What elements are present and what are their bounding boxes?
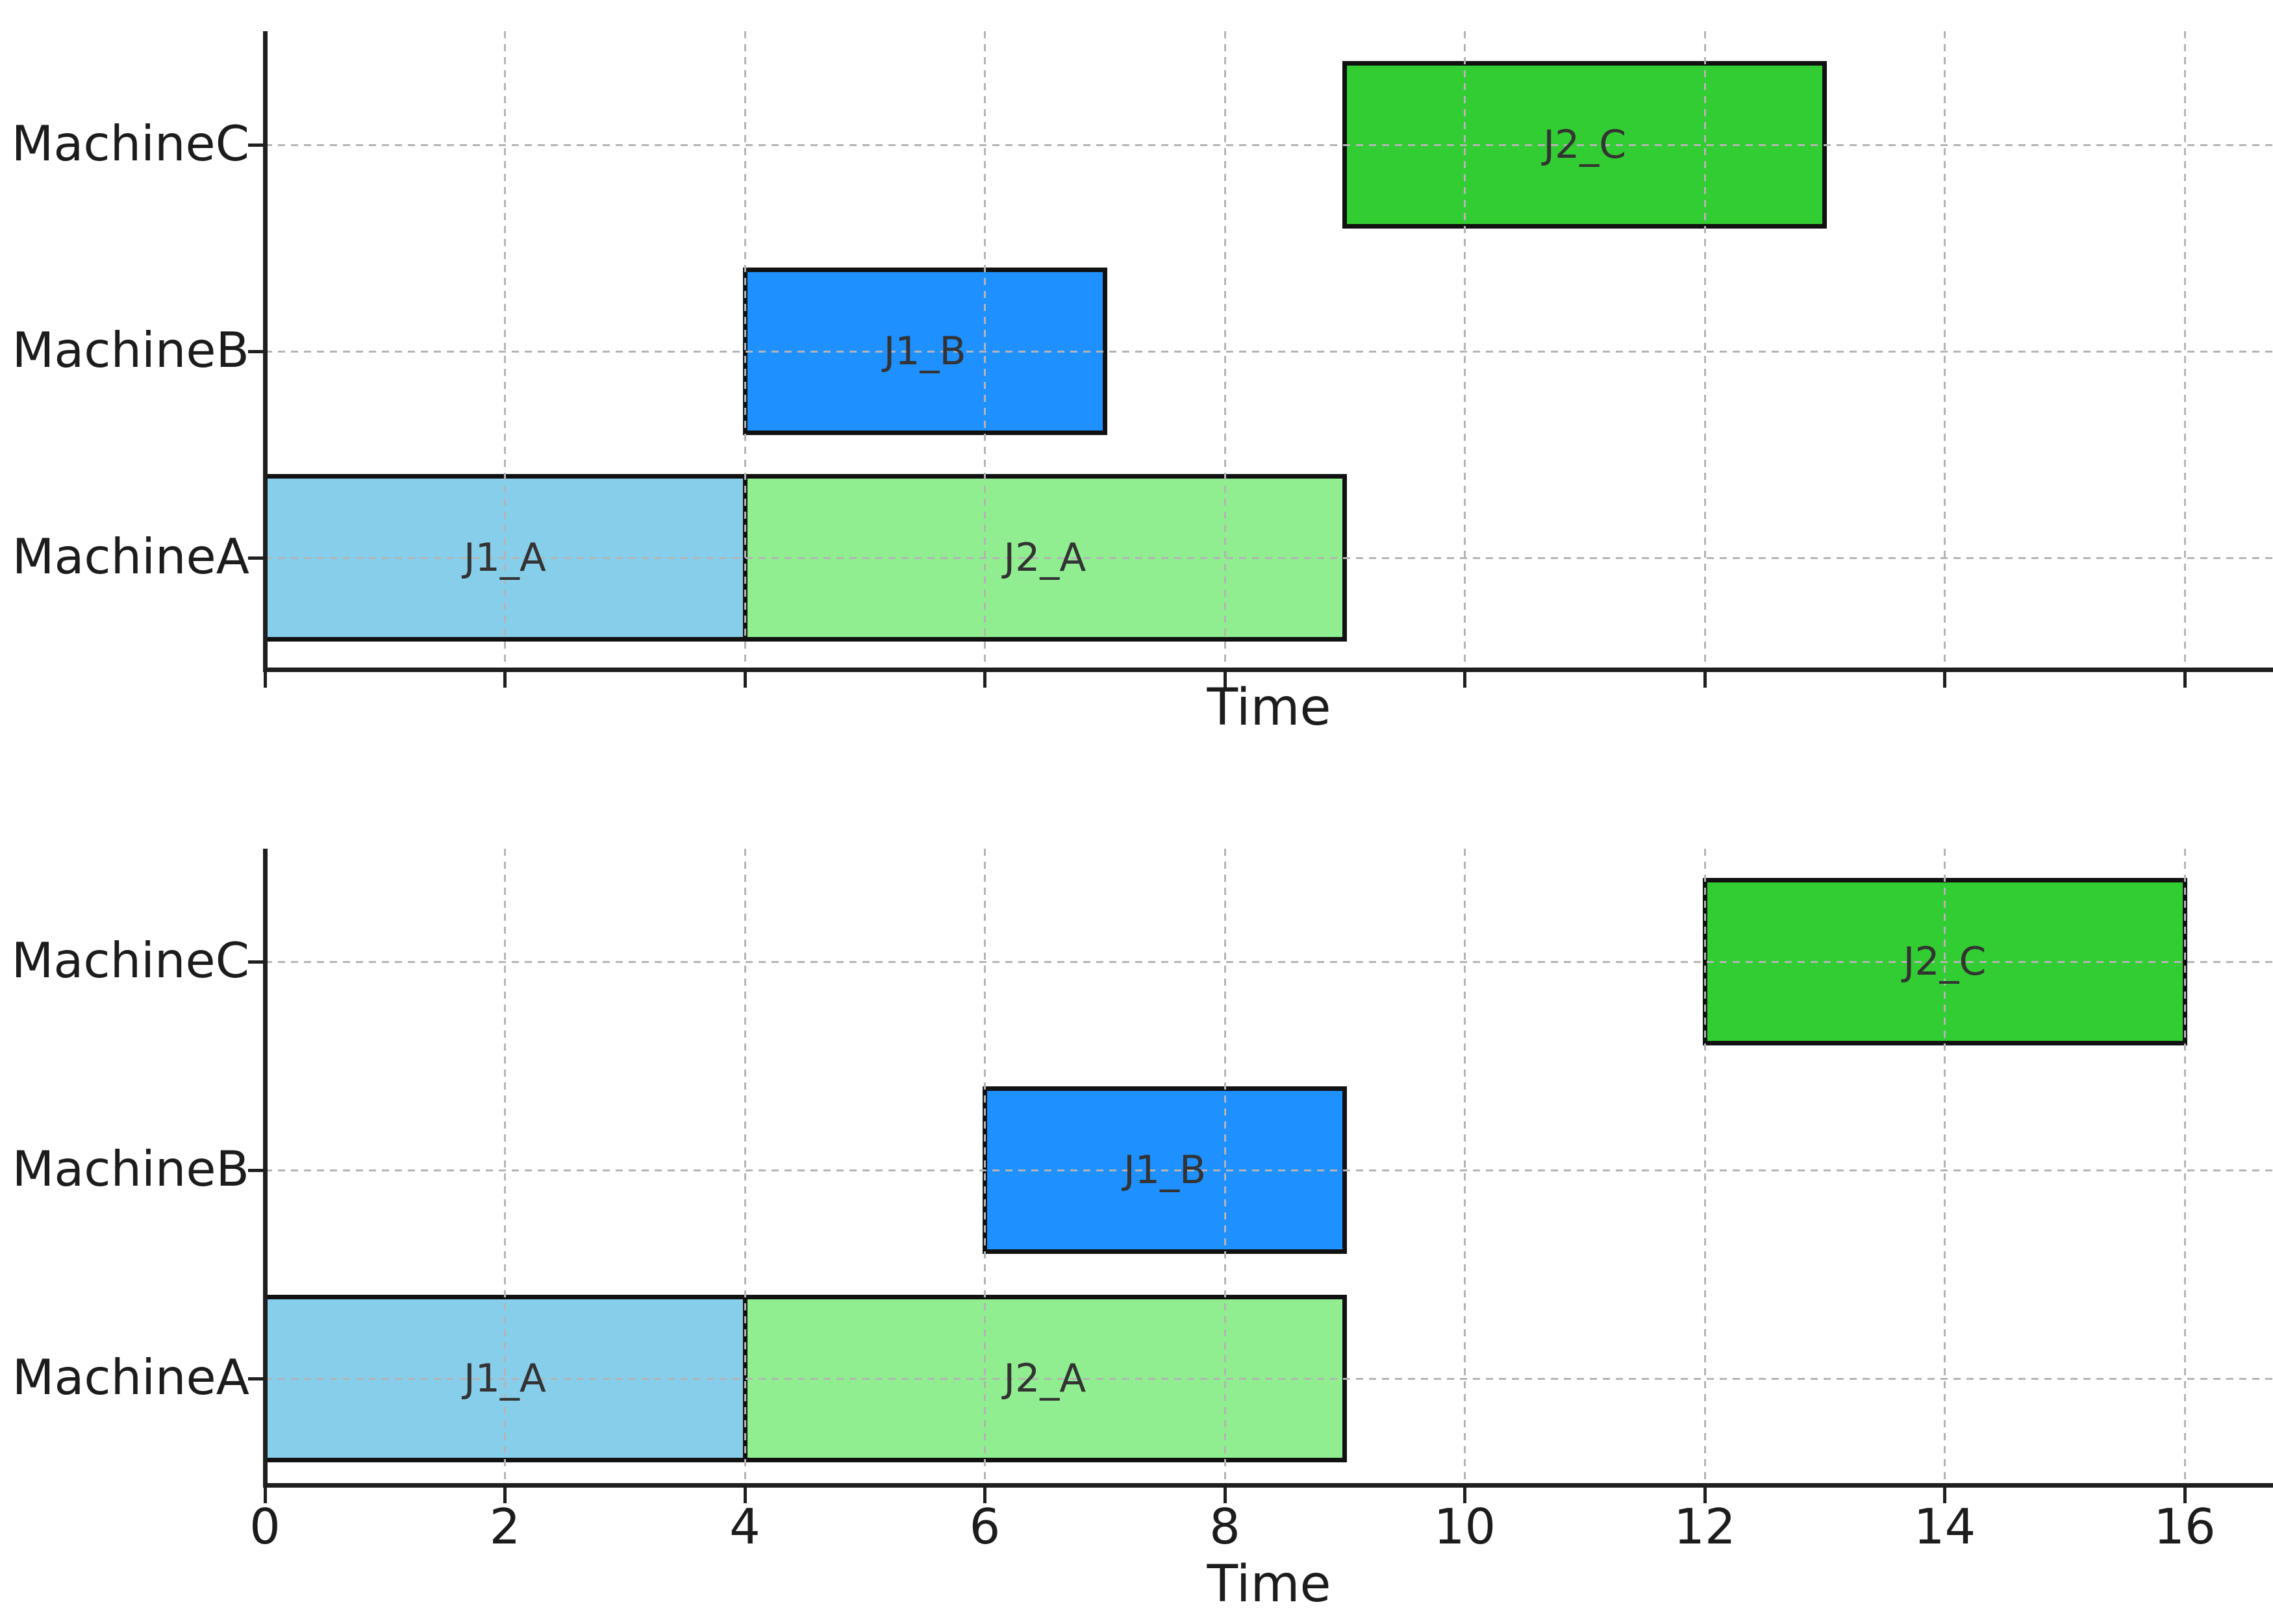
- x-axis-title-top: Time: [1207, 679, 1331, 737]
- x-tick: [1463, 671, 1466, 688]
- y-tick: [247, 1377, 263, 1380]
- x-gridline: [2183, 31, 2186, 669]
- y-gridline: [265, 960, 2273, 963]
- y-gridline: [265, 1169, 2273, 1171]
- x-tick-label: 12: [1674, 1498, 1736, 1555]
- x-tick-label: 16: [2154, 1498, 2216, 1555]
- x-gridline: [1703, 31, 1706, 669]
- x-gridline: [1944, 849, 1946, 1485]
- y-gridline: [265, 350, 2273, 353]
- x-gridline: [504, 31, 506, 669]
- y-tick-label: MachineA: [12, 528, 249, 585]
- x-tick: [1943, 671, 1946, 688]
- x-tick: [1943, 1487, 1946, 1503]
- y-tick: [247, 143, 263, 147]
- x-tick: [1223, 671, 1227, 688]
- bar-label-J2_A: J2_A: [1003, 1356, 1086, 1401]
- bar-label-J1_A: J1_A: [464, 535, 546, 581]
- y-tick-label: MachineB: [12, 1140, 249, 1197]
- y-tick-label: MachineC: [11, 115, 249, 172]
- y-axis-spine: [262, 849, 268, 1488]
- x-tick: [1223, 1487, 1227, 1503]
- bar-label-J1_B: J1_B: [1124, 1147, 1207, 1193]
- x-tick: [1703, 1487, 1707, 1503]
- y-tick: [247, 349, 263, 353]
- x-tick: [263, 1487, 267, 1503]
- x-tick: [1703, 671, 1707, 688]
- x-gridline: [984, 849, 986, 1485]
- x-gridline: [2183, 849, 2186, 1485]
- x-gridline: [1703, 849, 1706, 1485]
- y-tick-label: MachineC: [11, 932, 249, 989]
- x-axis-spine: [262, 667, 2273, 672]
- x-gridline: [1224, 31, 1226, 669]
- bar-label-J2_C: J2_C: [1543, 122, 1627, 168]
- x-tick: [983, 1487, 986, 1503]
- y-tick-label: MachineA: [12, 1349, 249, 1406]
- x-tick: [983, 671, 986, 688]
- x-gridline: [984, 31, 986, 669]
- x-gridline: [504, 849, 506, 1485]
- x-tick: [2183, 671, 2187, 688]
- x-axis-title-bottom: Time: [1207, 1555, 1331, 1614]
- y-tick: [247, 556, 263, 560]
- x-tick-label: 2: [489, 1498, 521, 1555]
- y-axis-spine: [262, 31, 268, 672]
- bar-label-J2_C: J2_C: [1903, 939, 1987, 984]
- x-gridline: [1464, 849, 1466, 1485]
- y-gridline: [265, 144, 2273, 146]
- x-tick: [503, 1487, 507, 1503]
- x-tick-label: 6: [969, 1498, 1001, 1555]
- x-tick-label: 14: [1913, 1498, 1976, 1555]
- x-tick: [743, 1487, 747, 1503]
- x-tick: [1463, 1487, 1466, 1503]
- bar-label-J2_A: J2_A: [1003, 535, 1086, 581]
- y-tick: [247, 960, 263, 964]
- x-axis-spine: [262, 1482, 2273, 1488]
- x-gridline: [1464, 31, 1466, 669]
- y-tick-label: MachineB: [12, 321, 249, 379]
- y-gridline: [265, 1377, 2273, 1380]
- bar-label-J1_B: J1_B: [883, 329, 966, 374]
- x-gridline: [1224, 849, 1226, 1485]
- bar-label-J1_A: J1_A: [464, 1356, 546, 1401]
- y-tick: [247, 1168, 263, 1172]
- x-gridline: [1944, 31, 1946, 669]
- x-tick-label: 4: [729, 1498, 760, 1555]
- x-gridline: [744, 849, 746, 1485]
- x-tick: [263, 671, 267, 688]
- y-gridline: [265, 556, 2273, 559]
- x-gridline: [744, 31, 746, 669]
- x-tick-label: 8: [1209, 1498, 1240, 1555]
- x-tick-label: 0: [249, 1498, 281, 1555]
- x-tick-label: 10: [1433, 1498, 1496, 1555]
- x-tick: [2183, 1487, 2187, 1503]
- x-tick: [743, 671, 747, 688]
- x-tick: [503, 671, 507, 688]
